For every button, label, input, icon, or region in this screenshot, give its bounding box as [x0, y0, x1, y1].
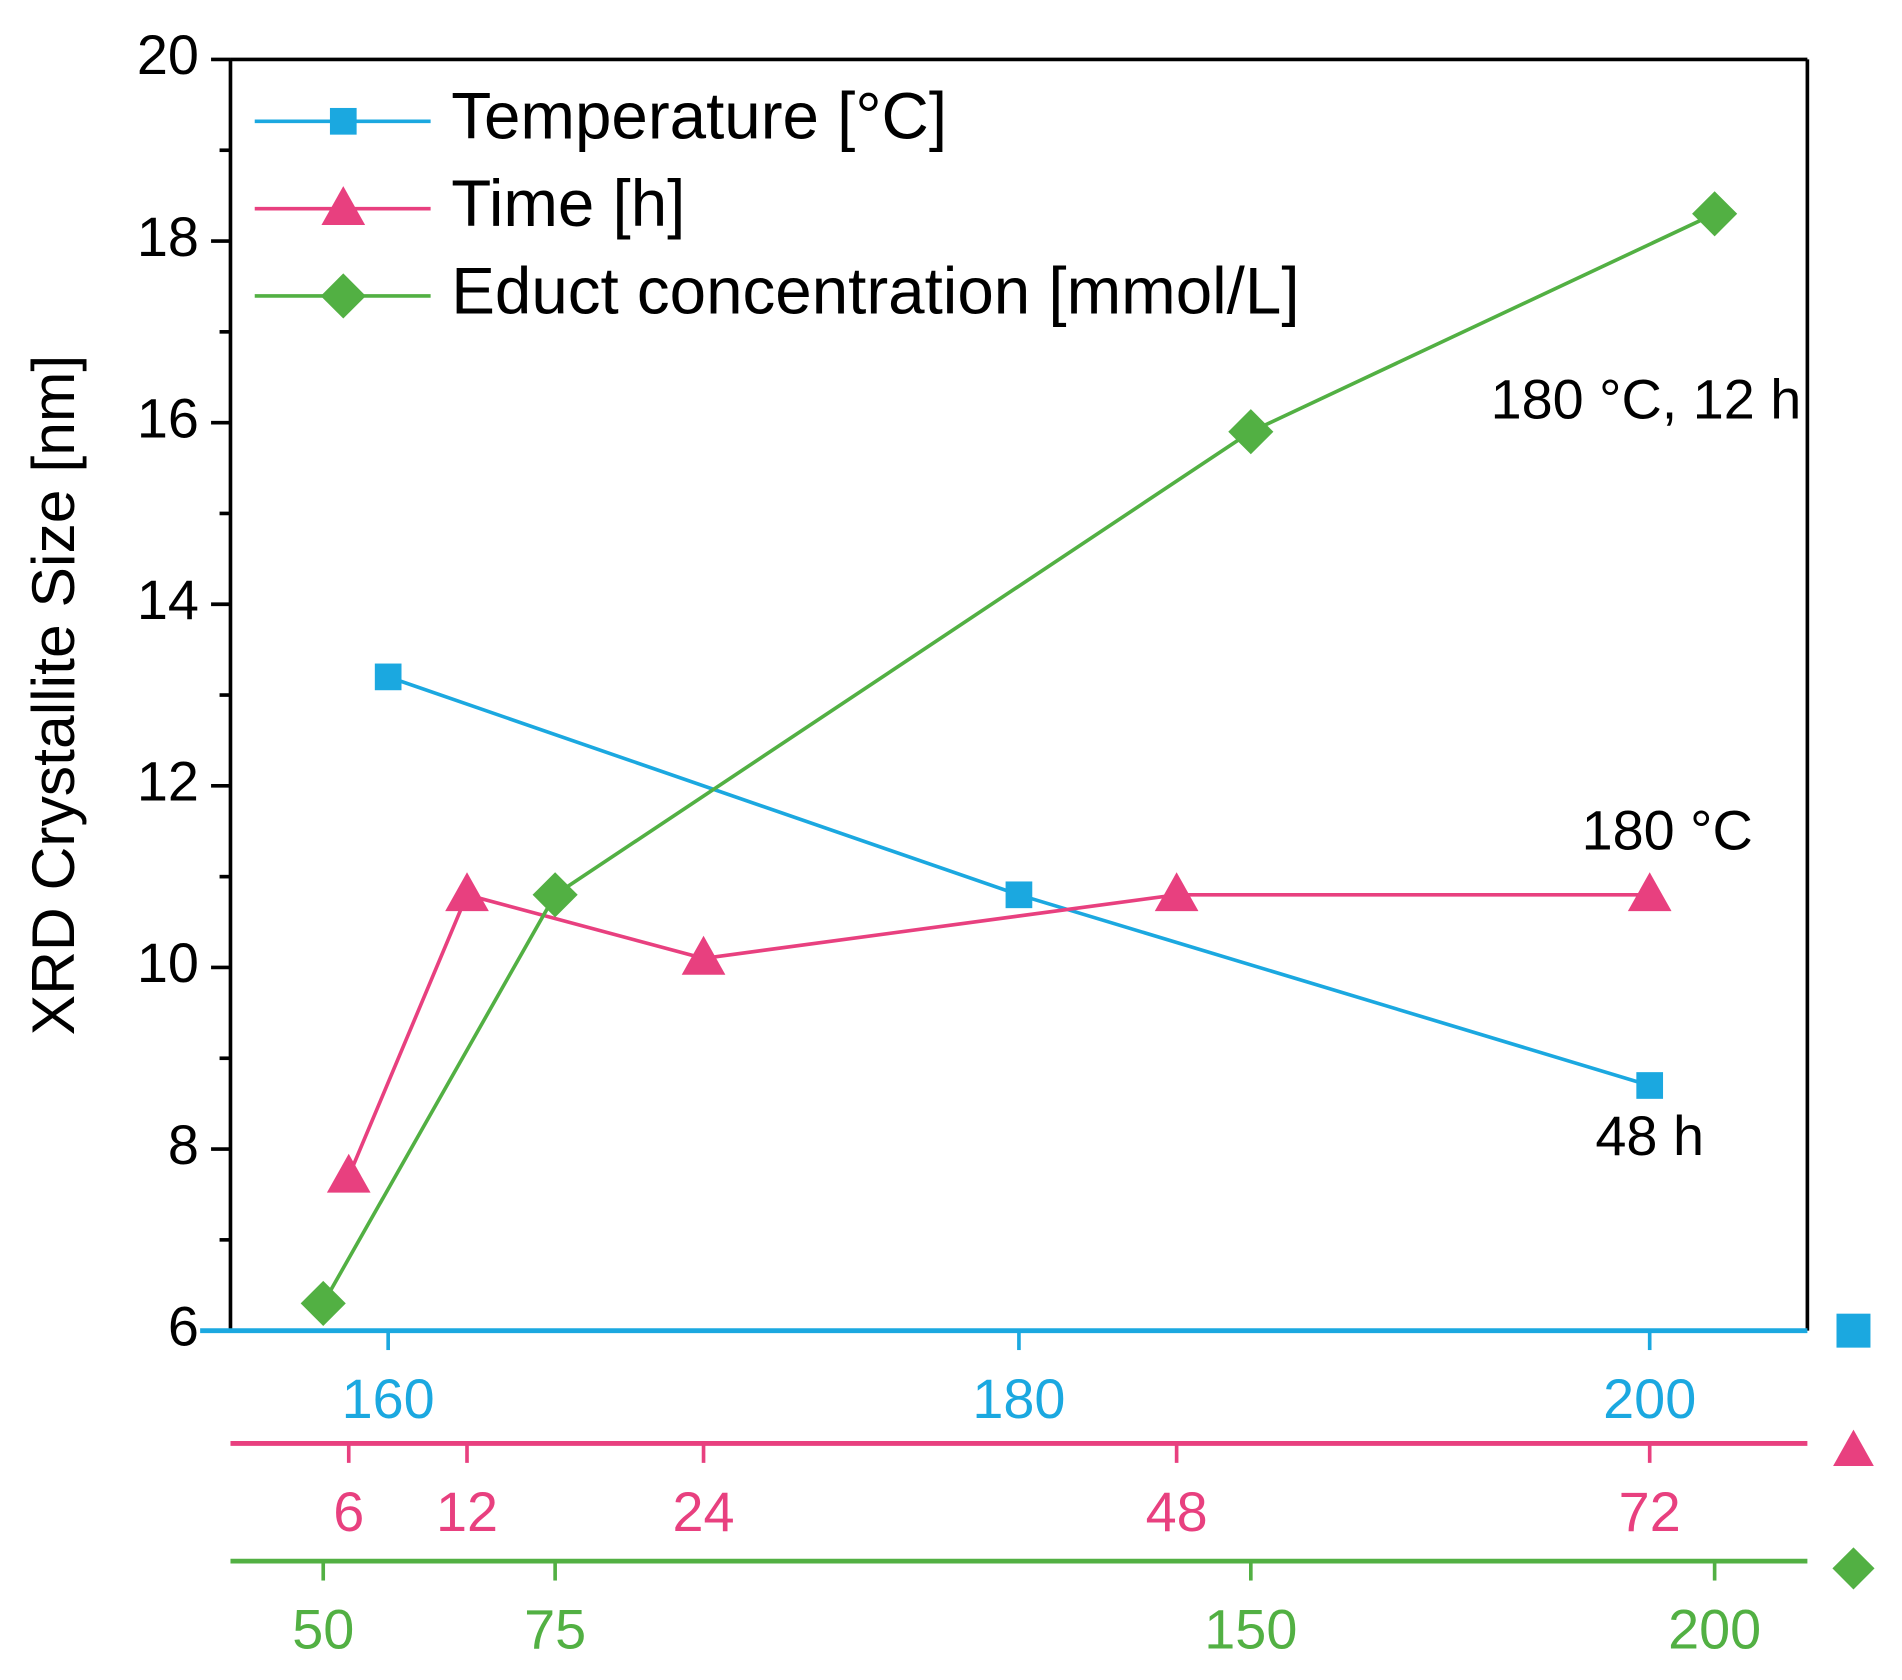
- x-tick-label: 6: [333, 1480, 364, 1543]
- annotation: 48 h: [1595, 1104, 1704, 1167]
- y-tick-label: 20: [137, 23, 199, 86]
- x-tick-label: 75: [524, 1598, 586, 1661]
- y-tick-label: 6: [168, 1294, 199, 1357]
- y-tick-label: 10: [137, 931, 199, 994]
- data-point: [300, 1280, 346, 1326]
- y-axis-label: XRD Crystallite Size [nm]: [19, 355, 87, 1036]
- x-tick-label: 200: [1603, 1367, 1696, 1430]
- x-tick-label: 48: [1146, 1480, 1208, 1543]
- data-point: [445, 872, 489, 912]
- x-tick-label: 150: [1204, 1598, 1297, 1661]
- x-tick-label: 12: [436, 1480, 498, 1543]
- series-line: [347, 892, 1650, 1177]
- annotation: 180 °C, 12 h: [1491, 368, 1802, 431]
- data-point: [1692, 191, 1738, 237]
- y-tick-label: 16: [137, 386, 199, 449]
- legend-marker: [329, 107, 357, 135]
- series-line: [321, 212, 1716, 1305]
- data-point: [532, 872, 578, 918]
- x-tick-label: 160: [342, 1367, 435, 1430]
- legend-label: Educt concentration [mmol/L]: [451, 254, 1299, 327]
- legend-marker: [321, 186, 366, 226]
- data-point: [326, 1153, 371, 1193]
- legend-marker: [320, 273, 366, 319]
- data-point: [1627, 872, 1672, 912]
- data-point: [681, 935, 726, 975]
- data-point: [374, 663, 402, 691]
- data-point: [1154, 872, 1199, 912]
- x-tick-label: 24: [673, 1480, 735, 1543]
- y-tick-label: 12: [137, 750, 199, 813]
- y-tick-label: 8: [168, 1113, 199, 1176]
- x-tick-label: 72: [1619, 1480, 1681, 1543]
- y-tick-label: 14: [137, 568, 199, 631]
- x-tick-label: 200: [1668, 1598, 1761, 1661]
- data-point: [1228, 409, 1274, 455]
- x-tick-label: 180: [972, 1367, 1065, 1430]
- legend-label: Temperature [°C]: [451, 80, 947, 153]
- annotation: 180 °C: [1582, 798, 1753, 861]
- legend-label: Time [h]: [451, 167, 685, 240]
- axis-symbol: [1832, 1547, 1875, 1590]
- data-point: [1005, 881, 1033, 909]
- axis-symbol: [1833, 1429, 1874, 1467]
- data-point: [1636, 1072, 1664, 1099]
- x-tick-label: 50: [292, 1598, 354, 1661]
- axis-symbol: [1836, 1313, 1871, 1348]
- y-tick-label: 18: [137, 205, 199, 268]
